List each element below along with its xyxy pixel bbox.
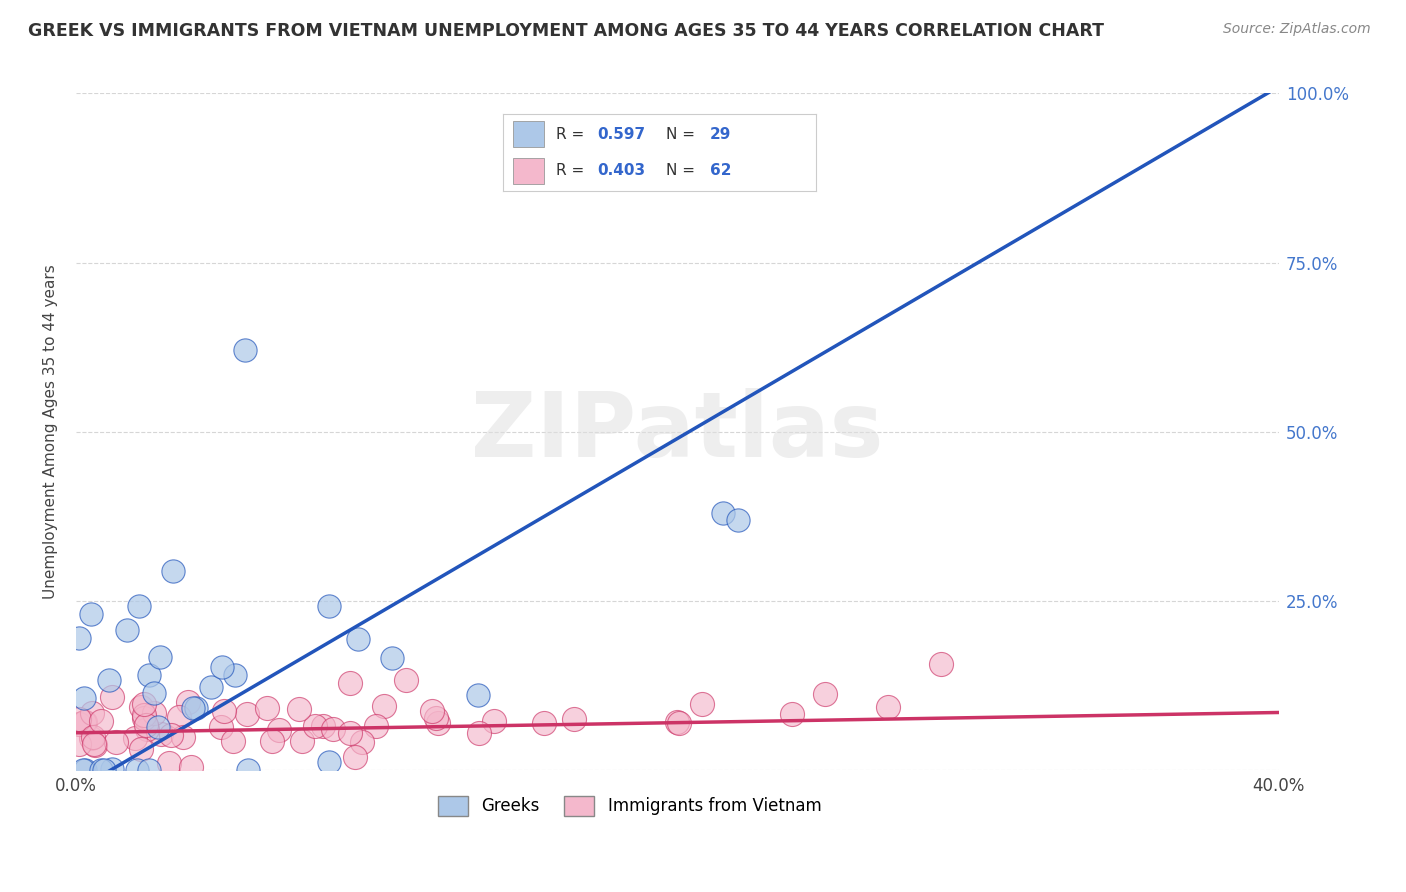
Point [82, 706, 104, 721]
Point [82, 730, 104, 744]
Point [467, 689, 489, 703]
Point [180, 760, 202, 774]
Point [67, 712, 90, 726]
Point [138, 668, 160, 682]
Point [90, 714, 112, 728]
Point [288, 702, 311, 716]
Point [666, 715, 689, 730]
Point [395, 673, 418, 688]
Legend: Greeks, Immigrants from Vietnam: Greeks, Immigrants from Vietnam [430, 789, 828, 822]
Point [128, 599, 150, 613]
Point [73, 763, 96, 777]
Point [162, 564, 184, 578]
Point [236, 707, 259, 722]
Point [291, 733, 314, 747]
Point [73, 691, 96, 706]
Point [157, 756, 180, 771]
Text: GREEK VS IMMIGRANTS FROM VIETNAM UNEMPLOYMENT AMONG AGES 35 TO 44 YEARS CORRELAT: GREEK VS IMMIGRANTS FROM VIETNAM UNEMPLO… [28, 22, 1104, 40]
Point [67, 631, 90, 645]
Point [93, 763, 115, 777]
Point [98, 673, 121, 687]
Point [131, 700, 153, 714]
Point [211, 659, 233, 673]
Point [318, 599, 340, 614]
Point [381, 651, 404, 665]
Text: ZIPatlas: ZIPatlas [471, 388, 884, 475]
Point [136, 723, 159, 737]
Point [711, 506, 734, 520]
Point [134, 711, 156, 725]
Point [212, 704, 235, 718]
Point [132, 697, 155, 711]
Point [814, 687, 837, 701]
Point [425, 710, 447, 724]
Point [727, 513, 749, 527]
Point [352, 735, 374, 749]
Point [115, 623, 138, 637]
Point [73, 715, 96, 730]
Point [159, 729, 181, 743]
Point [146, 720, 169, 734]
Point [373, 699, 395, 714]
Point [80, 607, 103, 621]
Point [782, 706, 804, 721]
Point [304, 719, 326, 733]
Point [256, 701, 278, 715]
Point [347, 632, 370, 647]
Point [562, 712, 585, 726]
Point [533, 716, 555, 731]
Point [426, 716, 449, 731]
Point [132, 708, 155, 723]
Point [83, 737, 105, 751]
Y-axis label: Unemployment Among Ages 35 to 44 years: Unemployment Among Ages 35 to 44 years [44, 264, 58, 599]
Point [211, 720, 233, 734]
Point [484, 714, 506, 729]
Point [364, 718, 387, 732]
Point [172, 730, 194, 744]
Point [200, 681, 222, 695]
Point [343, 749, 366, 764]
Point [222, 734, 245, 748]
Point [167, 709, 190, 723]
Point [177, 695, 200, 709]
Point [143, 706, 166, 720]
Point [339, 676, 361, 690]
Point [312, 719, 335, 733]
Point [101, 762, 124, 776]
Point [73, 715, 96, 730]
Point [181, 701, 204, 715]
Point [135, 717, 157, 731]
Point [318, 755, 340, 769]
Point [104, 735, 127, 749]
Point [150, 727, 173, 741]
Point [260, 733, 283, 747]
Point [339, 726, 361, 740]
Point [124, 731, 146, 745]
Point [84, 738, 107, 752]
Point [101, 690, 124, 705]
Point [72, 763, 94, 777]
Point [138, 763, 160, 777]
Point [322, 723, 344, 737]
Point [143, 686, 166, 700]
Text: Source: ZipAtlas.com: Source: ZipAtlas.com [1223, 22, 1371, 37]
Point [468, 726, 491, 740]
Point [420, 704, 443, 718]
Point [236, 763, 259, 777]
Point [692, 697, 714, 711]
Point [79, 731, 101, 745]
Point [267, 723, 290, 737]
Point [67, 737, 90, 751]
Point [67, 717, 90, 731]
Point [149, 649, 172, 664]
Point [90, 763, 112, 777]
Point [184, 700, 207, 714]
Point [224, 668, 246, 682]
Point [668, 715, 690, 730]
Point [876, 700, 898, 714]
Point [125, 763, 148, 777]
Point [931, 657, 953, 672]
Point [233, 343, 256, 358]
Point [131, 742, 153, 756]
